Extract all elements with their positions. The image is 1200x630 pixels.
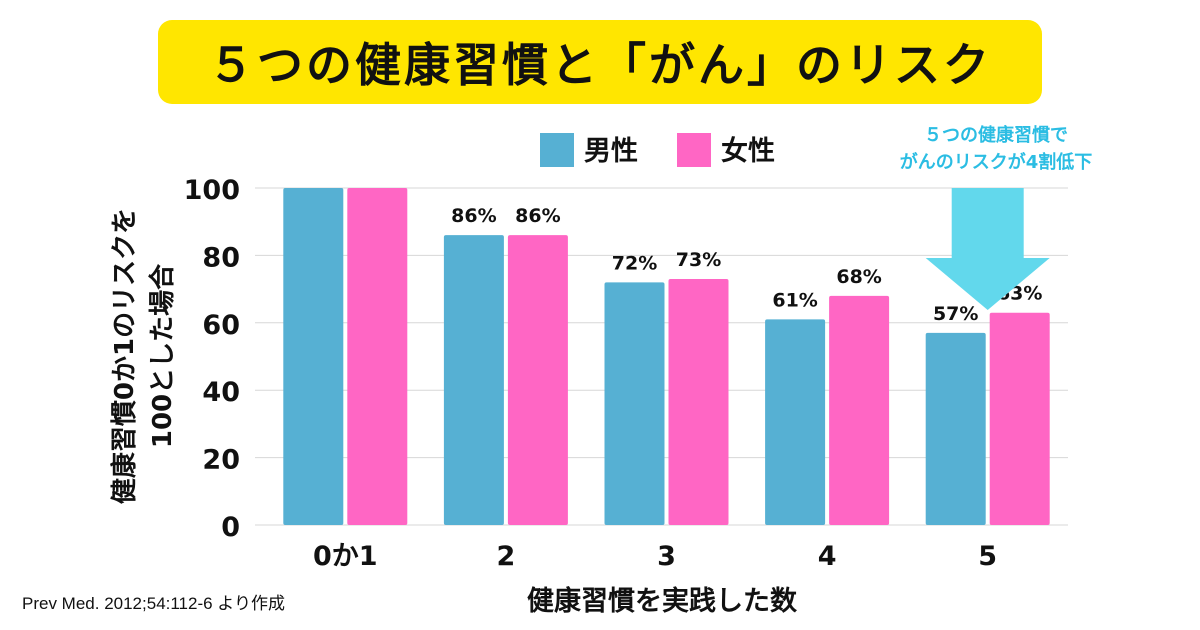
x-tick-label: 2 (497, 541, 516, 572)
chart-title: ５つの健康習慣と「がん」のリスク (208, 38, 992, 92)
down-arrow-icon (925, 188, 1050, 310)
x-axis-label: 健康習慣を実践した数 (527, 585, 798, 617)
data-label-male: 86% (451, 205, 496, 227)
data-label-female: 73% (676, 249, 721, 271)
bar-female (829, 295, 890, 525)
legend-label-male: 男性 (584, 136, 638, 167)
title-banner: ５つの健康習慣と「がん」のリスク (158, 20, 1042, 104)
bar-male (283, 188, 344, 525)
x-tick-label: 4 (818, 541, 837, 572)
bar-male (765, 319, 826, 525)
data-label-male: 57% (933, 303, 978, 325)
bar-male (443, 235, 504, 525)
bar-female (347, 188, 408, 525)
y-tick-label: 20 (202, 445, 240, 476)
legend-swatch-male (540, 133, 574, 167)
y-tick-label: 80 (202, 242, 240, 273)
callout-note: ５つの健康習慣で がんのリスクが4割低下 (846, 122, 1146, 176)
y-tick-label: 100 (184, 175, 240, 206)
y-axis-label-line-1: 健康習慣0か1のリスクを (109, 208, 140, 504)
legend-label-female: 女性 (721, 135, 775, 167)
y-tick-label: 0 (221, 512, 240, 543)
data-label-female: 86% (515, 205, 560, 227)
callout-line-1: ５つの健康習慣で (924, 125, 1068, 146)
data-label-male: 72% (612, 252, 657, 274)
callout-line-2: がんのリスクが4割低下 (899, 152, 1093, 173)
bar-female (989, 312, 1050, 525)
y-tick-label: 40 (202, 377, 240, 408)
legend-swatch-female (677, 133, 711, 167)
y-axis-label-line-2: 100とした場合 (147, 263, 178, 448)
source-citation: Prev Med. 2012;54:112-6 より作成 (22, 594, 285, 613)
bar-female (507, 235, 568, 525)
x-tick-label: 0か1 (313, 541, 378, 572)
bar-male (604, 282, 665, 525)
bar-female (668, 278, 729, 525)
data-label-male: 61% (772, 289, 817, 311)
x-tick-label: 5 (978, 541, 997, 572)
data-label-female: 68% (836, 266, 881, 288)
x-tick-label: 3 (657, 541, 676, 572)
y-tick-label: 60 (202, 310, 240, 341)
bar-male (925, 332, 986, 525)
